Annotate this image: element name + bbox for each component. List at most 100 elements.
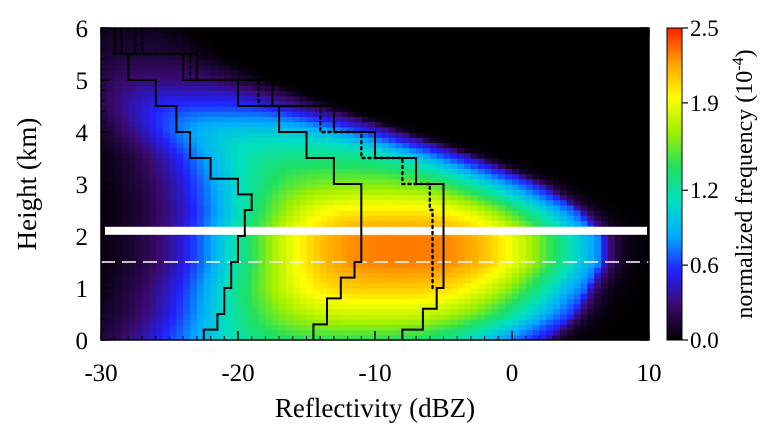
heatmap-cell (190, 308, 198, 315)
heatmap-cell (347, 90, 356, 97)
heatmap-cell (203, 194, 212, 201)
heatmap-cell (594, 121, 602, 128)
heatmap-cell (546, 178, 554, 185)
heatmap-cell (361, 173, 369, 180)
heatmap-cell (258, 158, 266, 164)
heatmap-cell (190, 126, 198, 133)
heatmap-cell (642, 194, 649, 201)
heatmap-cell (464, 256, 472, 263)
heatmap-cell (470, 106, 479, 112)
heatmap-cell (416, 277, 424, 284)
heatmap-cell (244, 220, 253, 227)
heatmap-cell (512, 184, 520, 190)
heatmap-cell (313, 90, 321, 97)
heatmap-cell (190, 334, 198, 340)
heatmap-cell (244, 54, 253, 60)
heatmap-cell (279, 246, 287, 253)
heatmap-cell (306, 121, 314, 128)
heatmap-cell (505, 80, 513, 86)
heatmap-cell (101, 64, 109, 71)
heatmap-cell (409, 298, 417, 305)
colorbar-tick-label: 2.5 (690, 16, 719, 41)
heatmap-cell (238, 293, 246, 299)
heatmap-cell (162, 100, 171, 107)
heatmap-cell (306, 158, 314, 164)
heatmap-cell (505, 142, 513, 149)
heatmap-cell (121, 329, 129, 336)
heatmap-cell (285, 64, 294, 71)
heatmap-cell (484, 95, 493, 102)
heatmap-cell (203, 69, 212, 76)
heatmap-cell (258, 288, 266, 294)
heatmap-cell (512, 137, 520, 143)
heatmap-cell (532, 303, 540, 310)
heatmap-cell (217, 152, 225, 159)
heatmap-cell (614, 121, 623, 128)
heatmap-cell (327, 111, 335, 117)
heatmap-cell (642, 288, 649, 294)
heatmap-cell (532, 173, 540, 180)
heatmap-cell (258, 189, 266, 195)
heatmap-cell (635, 28, 643, 34)
heatmap-cell (381, 272, 390, 279)
heatmap-cell (443, 210, 451, 216)
heatmap-cell (443, 152, 451, 159)
heatmap-cell (121, 142, 129, 149)
heatmap-cell (628, 116, 636, 123)
heatmap-cell (395, 43, 403, 50)
heatmap-cell (306, 324, 314, 331)
heatmap-cell (107, 132, 116, 138)
heatmap-cell (525, 137, 534, 143)
heatmap-cell (477, 38, 486, 45)
heatmap-cell (279, 314, 287, 320)
heatmap-cell (114, 116, 123, 123)
heatmap-cell (135, 220, 143, 227)
heatmap-cell (628, 267, 636, 273)
heatmap-cell (340, 69, 349, 76)
heatmap-cell (162, 116, 171, 123)
heatmap-cell (217, 199, 225, 206)
heatmap-cell (333, 59, 342, 65)
heatmap-cell (621, 210, 630, 216)
heatmap-cell (265, 132, 273, 138)
heatmap-cell (470, 95, 479, 102)
heatmap-cell (429, 293, 438, 299)
heatmap-cell (546, 64, 554, 71)
heatmap-cell (210, 324, 219, 331)
heatmap-cell (231, 147, 239, 154)
heatmap-cell (196, 147, 205, 154)
heatmap-cell (333, 28, 342, 34)
heatmap-cell (525, 142, 534, 149)
heatmap-cell (429, 262, 438, 268)
heatmap-cell (279, 308, 287, 315)
heatmap-cell (539, 319, 547, 325)
heatmap-cell (512, 324, 520, 331)
heatmap-cell (395, 90, 403, 97)
heatmap-cell (512, 204, 520, 211)
heatmap-cell (532, 277, 540, 284)
heatmap-cell (251, 293, 260, 299)
heatmap-cell (580, 168, 588, 175)
heatmap-cell (217, 298, 225, 305)
heatmap-cell (580, 277, 588, 284)
heatmap-cell (299, 246, 308, 253)
heatmap-cell (464, 43, 472, 50)
heatmap-cell (477, 334, 486, 340)
heatmap-cell (416, 33, 424, 39)
heatmap-cell (395, 204, 403, 211)
heatmap-cell (135, 173, 143, 180)
heatmap-cell (539, 116, 547, 123)
heatmap-cell (217, 137, 225, 143)
heatmap-cell (498, 215, 506, 221)
heatmap-cell (580, 236, 588, 242)
heatmap-cell (566, 59, 575, 65)
heatmap-cell (505, 210, 513, 216)
heatmap-cell (347, 168, 356, 175)
heatmap-cell (333, 54, 342, 60)
percentile-line-1 (113, 28, 253, 340)
heatmap-cell (340, 262, 349, 268)
heatmap-cell (101, 204, 109, 211)
heatmap-cell (183, 204, 191, 211)
heatmap-cell (292, 163, 301, 169)
heatmap-cell (566, 288, 575, 294)
